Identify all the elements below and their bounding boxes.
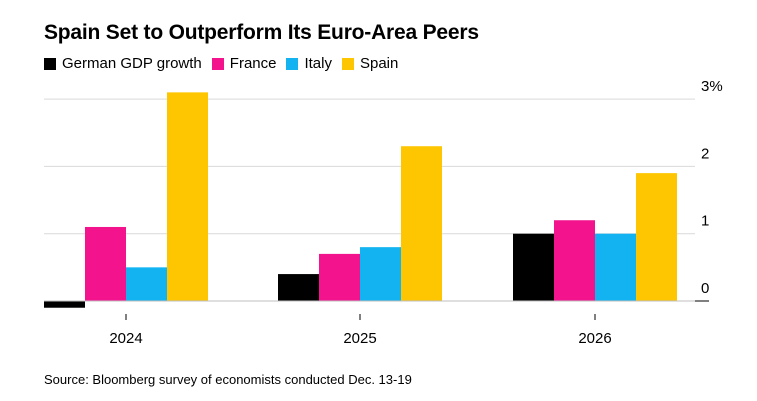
bar [554,220,595,301]
bar [85,226,126,301]
y-tick-label: 3% [701,78,723,95]
chart-title: Spain Set to Outperform Its Euro-Area Pe… [44,21,479,44]
x-tick-label: 2026 [578,330,611,347]
bar [278,274,319,301]
bar [636,173,677,301]
bar [513,233,554,301]
legend-item-german: German GDP growth [44,55,202,72]
bar [167,92,208,302]
x-tick-label: 2025 [343,330,376,347]
legend-item-france: France [211,55,277,72]
bar [401,146,442,301]
x-tick-label: 2024 [109,330,142,347]
source-note: Source: Bloomberg survey of economists c… [44,372,412,387]
bar [44,301,85,308]
bar [360,247,401,301]
axes: 0 1 2 3% 2024 2025 2026 [44,78,723,347]
legend-swatch-france [211,57,224,70]
y-tick-label: 0 [701,280,709,297]
gridlines [44,98,695,235]
legend-label-france: France [229,55,277,72]
legend-label-italy: Italy [304,55,332,72]
bar [126,267,167,301]
y-tick-label: 2 [701,145,709,162]
legend-swatch-spain [341,57,354,70]
legend-label-spain: Spain [359,55,399,72]
legend-item-italy: Italy [286,55,332,72]
chart-legend: German GDP growth France Italy Spain [44,55,408,72]
y-tick-label: 1 [701,213,709,230]
legend-swatch-german [44,57,56,70]
bar [595,233,636,301]
legend-label-german: German GDP growth [62,55,202,72]
bar [319,253,360,301]
legend-item-spain: Spain [341,55,399,72]
bars [44,92,677,308]
legend-swatch-italy [286,57,299,70]
